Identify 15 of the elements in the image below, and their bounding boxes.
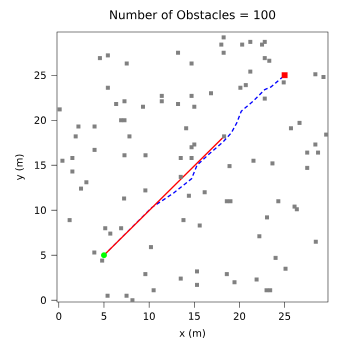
x-tick-label: 20 — [234, 312, 246, 320]
x-tick-label: 5 — [102, 312, 106, 320]
x-axis-title: x (m) — [179, 329, 205, 338]
y-tick-label: 5 — [41, 252, 46, 259]
y-tick-label: 15 — [34, 162, 46, 169]
x-tick-label: 25 — [279, 312, 290, 320]
y-tick-label: 10 — [34, 206, 46, 214]
y-tick-label: 25 — [34, 71, 46, 79]
x-tick-label: 15 — [189, 312, 200, 320]
chart-title: Number of Obstacles = 100 — [110, 10, 276, 20]
x-tick-label: 10 — [144, 312, 155, 320]
y-axis-title: y (m) — [15, 154, 25, 180]
y-tick-label: 20 — [34, 116, 46, 124]
y-tick-label: 0 — [40, 296, 46, 304]
x-tick-label: 0 — [56, 312, 62, 320]
